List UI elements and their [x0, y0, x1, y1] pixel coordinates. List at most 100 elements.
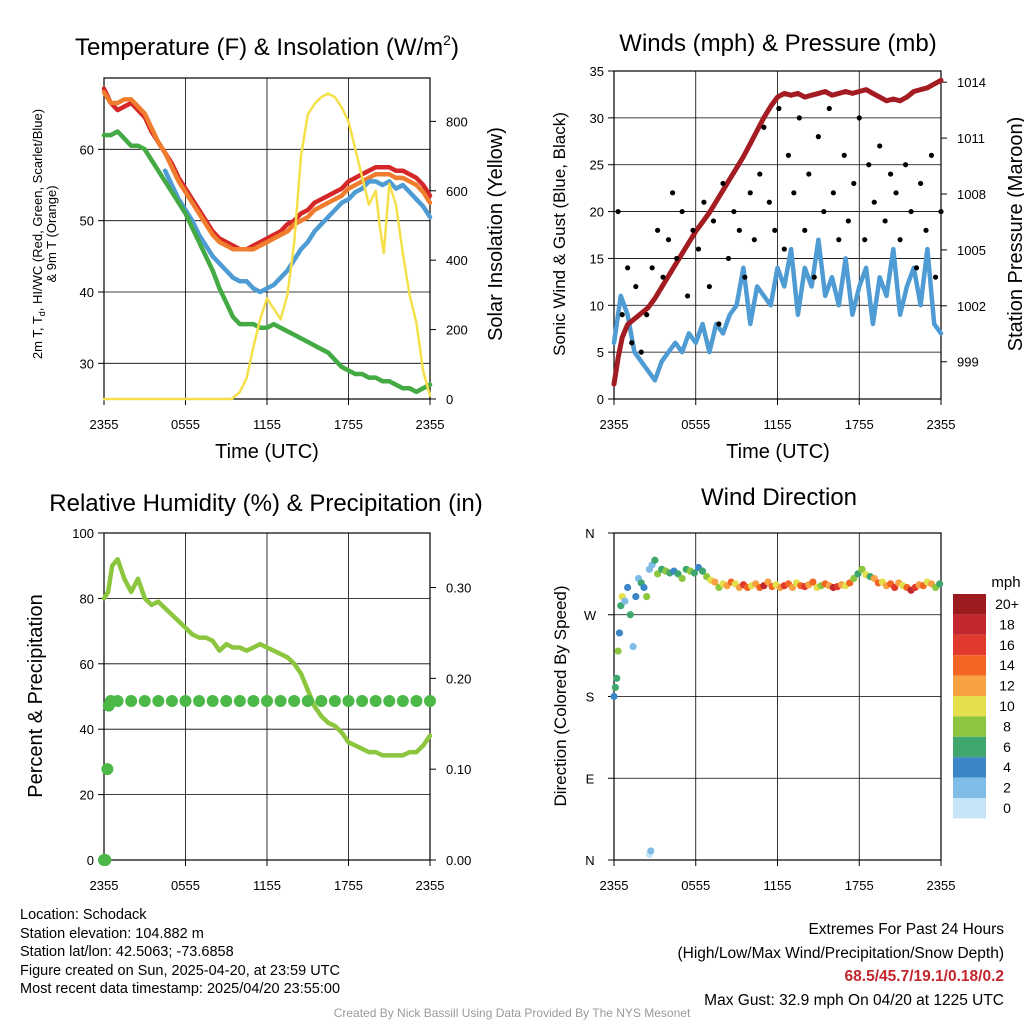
gust-point: [655, 227, 661, 233]
extremes-values: 68.5/45.7/19.1/0.18/0.2: [844, 968, 1004, 985]
precip-point: [410, 695, 423, 708]
precip-point: [301, 695, 314, 708]
y-tick-label: 35: [590, 64, 604, 79]
direction-point: [610, 692, 618, 701]
extremes-subtitle: (High/Low/Max Wind/Precipitation/Snow De…: [677, 944, 1005, 962]
y2-tick-label: 1011: [957, 131, 985, 146]
gust-point: [716, 321, 722, 327]
y-tick-label: 60: [80, 657, 94, 672]
pressure-line: [611, 77, 944, 387]
gust-point: [736, 227, 742, 233]
direction-point: [678, 574, 686, 583]
y-tick-label: 10: [590, 298, 604, 313]
y2-tick-label: 1008: [957, 187, 986, 202]
gust-point: [932, 274, 939, 280]
gust-point: [761, 124, 767, 130]
most-recent-data: Most recent data timestamp: 2025/04/20 2…: [20, 981, 341, 998]
gust-point: [674, 255, 680, 262]
y-tick-label: S: [586, 690, 595, 705]
x-tick-label: 1155: [764, 417, 792, 432]
gust-point: [751, 237, 757, 243]
precip-point: [220, 695, 233, 708]
gust-point: [806, 171, 812, 177]
dir-panel-title: Wind Direction: [701, 484, 857, 511]
precip-point: [247, 695, 260, 708]
gust-point: [619, 312, 625, 318]
precip-point: [315, 695, 328, 708]
precip-point: [152, 695, 165, 708]
gust-point: [821, 208, 827, 215]
legend-swatch: [953, 675, 986, 696]
precip-point: [206, 695, 219, 708]
legend-swatch: [953, 736, 986, 758]
station-location: Location: Schodack: [20, 907, 147, 923]
gust-point: [649, 265, 655, 271]
gust-point: [866, 162, 872, 168]
precip-point: [396, 695, 409, 708]
precip-point: [342, 695, 355, 708]
station-info: Location: Schodack Station elevation: 10…: [20, 906, 340, 999]
direction-point: [611, 683, 619, 692]
y2-tick-label: 0: [446, 392, 453, 407]
gust-point: [669, 190, 676, 196]
gust-point: [690, 227, 696, 233]
legend-label: 10: [999, 698, 1015, 714]
x-tick-label: 2355: [600, 878, 629, 893]
y-tick-label: 30: [80, 356, 94, 371]
y-tick-label: 30: [590, 111, 604, 126]
y2-tick-label: 1002: [957, 299, 986, 314]
gust-point: [811, 274, 817, 280]
precip-point: [138, 695, 151, 708]
gust-point: [923, 227, 929, 233]
legend-swatch: [953, 655, 986, 676]
temp-panel-title: Temperature (F) & Insolation (W/m2): [75, 32, 459, 61]
gust-point: [695, 246, 702, 252]
gust-point: [731, 208, 737, 215]
precip-point: [233, 695, 246, 708]
legend-label: 16: [999, 637, 1015, 653]
station-elevation: Station elevation: 104.882 m: [20, 925, 204, 942]
temp-x-axis-label: Time (UTC): [215, 441, 319, 463]
gust-point: [684, 293, 691, 299]
y-tick-label: E: [586, 771, 595, 786]
y-tick-label: 100: [72, 526, 94, 541]
precip-point: [356, 695, 369, 708]
gust-point: [772, 227, 778, 233]
gust-point: [917, 180, 924, 187]
legend-label: 12: [999, 678, 1015, 694]
precip-point: [179, 695, 192, 708]
station-latlon: Station lat/lon: 42.5063; -73.6858: [20, 944, 234, 961]
legend-swatch: [953, 777, 986, 798]
precip-point: [383, 695, 396, 708]
legend-swatch: [953, 696, 986, 717]
gust-point: [913, 265, 920, 271]
gust-point: [638, 349, 644, 355]
legend-swatch: [953, 634, 986, 656]
gust-point: [796, 115, 802, 121]
direction-point: [614, 647, 622, 655]
legend-label: 2: [1003, 780, 1011, 796]
direction-point: [615, 629, 624, 637]
direction-point: [640, 583, 648, 592]
legend-label: 18: [999, 616, 1015, 632]
gust-point: [908, 208, 914, 215]
y2-tick-label: 600: [446, 184, 468, 199]
gust-point: [725, 255, 732, 262]
gust-point: [791, 190, 797, 196]
wind-line: [611, 237, 944, 383]
gust-point: [836, 237, 842, 243]
legend-label: 0: [1003, 800, 1011, 816]
dewpoint-line: [101, 129, 433, 395]
direction-point: [858, 565, 866, 573]
y-tick-label: 25: [590, 158, 604, 173]
direction-point: [690, 569, 698, 577]
gust-point: [887, 171, 894, 177]
extremes-title: Extremes For Past 24 Hours: [808, 921, 1004, 938]
x-tick-label: 1755: [334, 417, 363, 432]
gust-point: [897, 237, 903, 243]
gust-point: [720, 180, 726, 187]
y-tick-label: 40: [80, 285, 94, 300]
gust-point: [781, 246, 787, 252]
gust-point: [902, 162, 909, 168]
direction-point: [651, 556, 659, 564]
